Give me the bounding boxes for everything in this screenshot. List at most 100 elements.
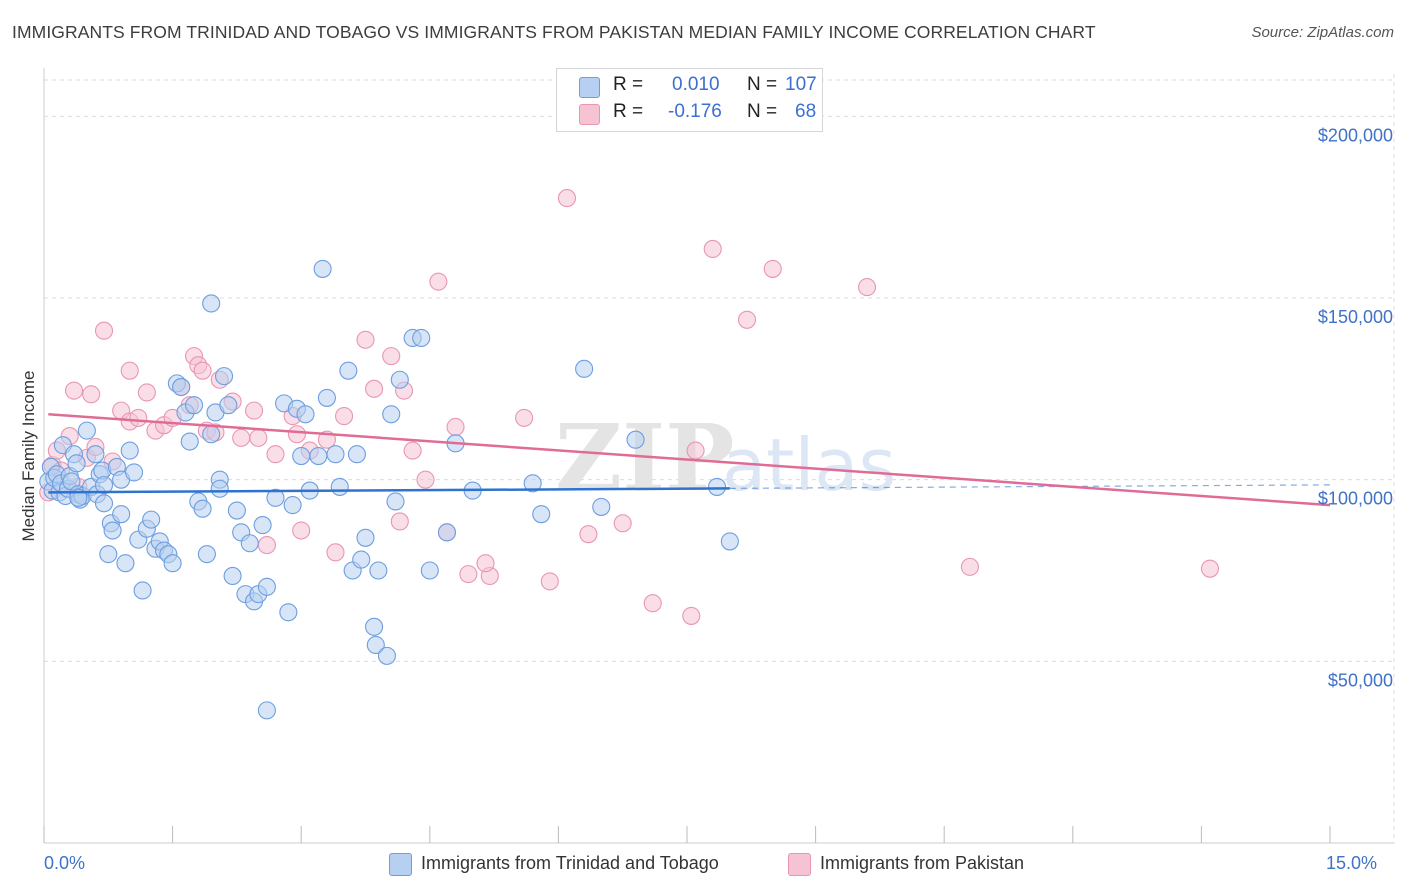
pakistan-point xyxy=(120,361,139,380)
correlation-legend: R = 0.010 N = 107 R = -0.176 N = 68 xyxy=(556,68,823,132)
trinidad-point xyxy=(163,554,182,573)
trinidad-point xyxy=(356,528,375,547)
trinidad-point xyxy=(437,523,456,542)
trinidad-point xyxy=(210,479,229,498)
trinidad-point xyxy=(365,617,384,636)
trinidad-point xyxy=(377,646,396,665)
pakistan-point xyxy=(416,470,435,489)
pakistan-point xyxy=(960,557,979,576)
trinidad-point xyxy=(69,488,88,507)
pakistan-trend-line xyxy=(48,413,1331,507)
trinidad-point xyxy=(197,545,216,564)
trinidad-point xyxy=(86,445,105,464)
trinidad-point xyxy=(257,577,276,596)
pakistan-point xyxy=(476,554,495,573)
x-axis-max-label: 15.0% xyxy=(1326,853,1378,873)
trinidad-point xyxy=(626,430,645,449)
pakistan-point xyxy=(356,330,375,349)
trinidad-point xyxy=(77,421,96,440)
pakistan-point xyxy=(382,347,401,366)
pakistan-point xyxy=(613,514,632,533)
trinidad-point xyxy=(193,499,212,518)
trinidad-point xyxy=(184,396,204,415)
legend-n-label: N = xyxy=(747,101,778,122)
pakistan-point xyxy=(763,259,782,278)
trinidad-point xyxy=(133,581,152,600)
trinidad-point xyxy=(575,359,594,378)
axes xyxy=(43,68,1394,844)
pakistan-point xyxy=(257,536,276,555)
trinidad-point xyxy=(103,521,122,540)
trinidad-point xyxy=(266,488,285,507)
trinidad-point xyxy=(412,328,431,348)
trinidad-point xyxy=(94,494,114,513)
y-tick-label: $100,000 xyxy=(1318,489,1393,509)
trinidad-point xyxy=(390,370,409,389)
legend-r-label: R = xyxy=(613,74,644,95)
trinidad-point xyxy=(296,405,315,424)
trinidad-point xyxy=(339,361,358,380)
trinidad-trend-extension xyxy=(729,484,1331,489)
pakistan-point xyxy=(82,385,101,404)
trinidad-point xyxy=(386,492,405,511)
trinidad-point xyxy=(369,561,388,580)
trinidad-point xyxy=(94,476,114,495)
pakistan-point xyxy=(287,425,306,444)
trend-lines xyxy=(48,413,1331,507)
trinidad-point xyxy=(202,294,221,313)
trinidad-point xyxy=(142,510,161,529)
trinidad-trend-line xyxy=(48,487,730,494)
trinidad-point xyxy=(257,701,276,720)
trinidad-point xyxy=(279,603,298,622)
pakistan-point xyxy=(390,512,409,531)
trinidad-point xyxy=(326,445,345,464)
pakistan-point xyxy=(137,383,156,402)
pakistan-point xyxy=(94,321,114,340)
pakistan-point xyxy=(682,606,701,625)
trinidad-point xyxy=(292,446,311,466)
trinidad-point xyxy=(382,405,401,424)
pakistan-point xyxy=(857,278,877,297)
pakistan-point xyxy=(326,543,345,562)
pakistan-point xyxy=(244,401,264,420)
trinidad-point xyxy=(420,561,439,580)
x-axis-min-label: 0.0% xyxy=(44,853,86,873)
trinidad-point xyxy=(309,446,328,466)
pakistan-point xyxy=(446,417,465,437)
y-tick-label: $150,000 xyxy=(1318,307,1393,327)
trinidad-point xyxy=(219,396,238,415)
pakistan-point xyxy=(459,565,478,584)
source-credit: Source: ZipAtlas.com xyxy=(1251,24,1394,41)
legend-r-value: -0.176 xyxy=(668,101,722,122)
y-tick-label: $50,000 xyxy=(1328,670,1393,690)
legend-n-value: 107 xyxy=(785,74,817,95)
trinidad-point xyxy=(120,441,139,460)
trinidad-point xyxy=(347,445,366,464)
legend-n-value: 68 xyxy=(795,101,817,122)
blue-swatch xyxy=(389,853,412,876)
y-tick-labels: $50,000 $100,000 $150,000 $200,000 xyxy=(1318,125,1393,690)
trinidad-point xyxy=(180,432,199,451)
trinidad-point xyxy=(172,377,191,397)
pakistan-point xyxy=(703,239,722,258)
legend-item-label: Immigrants from Trinidad and Tobago xyxy=(421,853,719,873)
trinidad-point xyxy=(223,566,242,586)
pakistan-point xyxy=(515,408,534,427)
blue-swatch xyxy=(579,77,600,98)
trinidad-point xyxy=(523,474,542,493)
trinidad-point xyxy=(330,477,349,496)
trinidad-points xyxy=(39,259,739,720)
legend-r-value: 0.010 xyxy=(672,74,720,95)
pakistan-point xyxy=(193,361,212,380)
pakistan-point xyxy=(540,572,559,591)
trinidad-point xyxy=(116,554,135,573)
trinidad-point xyxy=(124,463,144,482)
pakistan-point xyxy=(64,381,84,400)
pink-swatch xyxy=(579,104,600,125)
y-tick-label: $200,000 xyxy=(1318,125,1393,145)
trinidad-point xyxy=(313,259,332,278)
pakistan-point xyxy=(129,408,148,427)
pakistan-point xyxy=(429,272,448,291)
pakistan-point xyxy=(1200,559,1220,578)
